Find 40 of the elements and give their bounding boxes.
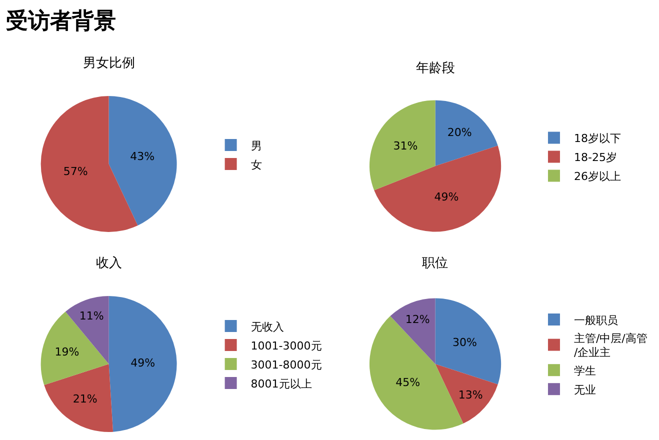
data-label: 57%	[63, 164, 88, 178]
data-label: 43%	[130, 150, 155, 163]
legend-label: 26岁以上	[574, 170, 621, 184]
chart-title: 年龄段	[416, 61, 455, 76]
legend-label: 无收入	[250, 320, 284, 334]
pie-slice	[390, 298, 436, 364]
pie-slice	[435, 298, 501, 384]
data-label: 49%	[130, 356, 156, 370]
data-label: 49%	[434, 190, 459, 204]
legend-label: 学生	[574, 364, 596, 378]
pie-slice	[44, 364, 114, 432]
pie-slice	[435, 364, 498, 424]
data-label: 19%	[54, 345, 80, 358]
pie-slice	[108, 296, 177, 432]
legend-label: 1001-3000元	[250, 339, 322, 352]
legend-label: 男	[250, 139, 262, 152]
data-label: 20%	[447, 126, 472, 139]
legend-label: 3001-8000元	[250, 358, 322, 372]
legend-label: 8001元以上	[250, 377, 312, 390]
data-label: 31%	[393, 139, 418, 152]
chart-title: 职位	[422, 256, 448, 271]
data-label: 12%	[405, 312, 430, 326]
legend-label: 女	[250, 158, 262, 172]
pie-slice	[40, 312, 109, 386]
chart-title: 收入	[96, 256, 122, 271]
legend-label: 主管/中层/高管 /企业主	[574, 332, 648, 360]
legend-label: 无业	[574, 383, 596, 396]
data-label: 30%	[452, 336, 477, 350]
text: 受访者背景	[6, 7, 116, 36]
pie-slice	[108, 96, 177, 226]
data-label: 13%	[458, 388, 483, 402]
legend-label: 一般职员	[574, 314, 618, 327]
data-label: 21%	[72, 392, 98, 406]
data-label: 45%	[396, 376, 420, 390]
pie-slice	[369, 100, 436, 190]
data-label: 11%	[79, 310, 104, 323]
chart-title: 男女比例	[83, 56, 135, 71]
legend-label: 18-25岁	[574, 151, 617, 164]
legend-label: 18岁以下	[574, 132, 621, 146]
pie-slice	[435, 100, 498, 166]
